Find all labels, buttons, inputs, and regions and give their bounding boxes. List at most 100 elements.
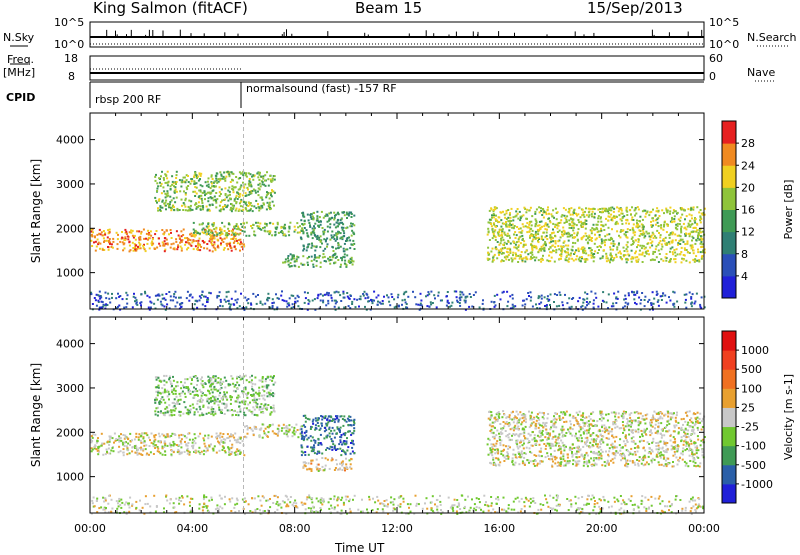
echo-cell (190, 409, 192, 411)
echo-cell (377, 304, 379, 306)
echo-cell (219, 291, 221, 293)
echo-cell (236, 191, 238, 193)
echo-cell (604, 244, 606, 246)
echo-cell (236, 240, 238, 242)
echo-cell (694, 243, 696, 245)
echo-cell (323, 469, 325, 471)
echo-cell (137, 449, 139, 451)
echo-cell (192, 191, 194, 193)
echo-cell (661, 299, 663, 301)
echo-cell (301, 227, 303, 229)
echo-cell (107, 293, 109, 295)
echo-cell (165, 175, 167, 177)
echo-cell (129, 444, 131, 446)
echo-cell (175, 297, 177, 299)
echo-cell (221, 200, 223, 202)
echo-cell (303, 245, 305, 247)
echo-cell (246, 425, 248, 427)
echo-cell (600, 246, 602, 248)
echo-cell (211, 174, 213, 176)
echo-cell (190, 205, 192, 207)
echo-cell (620, 256, 622, 258)
echo-cell (680, 231, 682, 233)
echo-cell (505, 258, 507, 260)
echo-cell (314, 223, 316, 225)
echo-cell (531, 246, 533, 248)
echo-cell (217, 390, 219, 392)
echo-cell (172, 393, 174, 395)
echo-cell (626, 250, 628, 252)
echo-cell (198, 240, 200, 242)
echo-cell (498, 244, 500, 246)
echo-cell (257, 222, 259, 224)
echo-cell (280, 295, 282, 297)
echo-cell (297, 436, 299, 438)
echo-cell (635, 239, 637, 241)
echo-cell (618, 210, 620, 212)
echo-cell (682, 239, 684, 241)
echo-cell (132, 306, 134, 308)
echo-cell (345, 453, 347, 455)
echo-cell (447, 300, 449, 302)
echo-cell (207, 390, 209, 392)
echo-cell (187, 448, 189, 450)
echo-cell (182, 385, 184, 387)
echo-cell (620, 231, 622, 233)
echo-cell (215, 185, 217, 187)
echo-cell (343, 232, 345, 234)
echo-cell (201, 451, 203, 453)
echo-cell (313, 444, 315, 446)
echo-cell (148, 454, 150, 456)
echo-cell (494, 206, 496, 208)
echo-cell (135, 244, 137, 246)
echo-cell (543, 248, 545, 250)
echo-cell (108, 444, 110, 446)
echo-cell (516, 241, 518, 243)
echo-cell (324, 256, 326, 258)
echo-cell (564, 240, 566, 242)
echo-cell (604, 235, 606, 237)
echo-cell (260, 205, 262, 207)
echo-cell (229, 436, 231, 438)
echo-cell (550, 221, 552, 223)
echo-cell (177, 244, 179, 246)
echo-cell (501, 253, 503, 255)
echo-cell (496, 257, 498, 259)
echo-cell (569, 307, 571, 309)
echo-cell (526, 209, 528, 211)
echo-cell (500, 453, 502, 455)
echo-cell (616, 216, 618, 218)
echo-cell (653, 303, 655, 305)
echo-cell (552, 223, 554, 225)
echo-cell (235, 299, 237, 301)
echo-cell (237, 399, 239, 401)
echo-cell (353, 430, 355, 432)
echo-cell (340, 441, 342, 443)
echo-cell (688, 436, 690, 438)
echo-cell (585, 228, 587, 230)
echo-cell (290, 253, 292, 255)
echo-cell (509, 212, 511, 214)
echo-cell (344, 469, 346, 471)
echo-cell (268, 205, 270, 207)
echo-cell (231, 298, 233, 300)
echo-cell (231, 234, 233, 236)
echo-cell (342, 212, 344, 214)
echo-cell (330, 438, 332, 440)
echo-cell (610, 252, 612, 254)
echo-cell (609, 261, 611, 263)
echo-cell (599, 258, 601, 260)
echo-cell (573, 237, 575, 239)
echo-cell (599, 234, 601, 236)
echo-cell (307, 446, 309, 448)
echo-cell (573, 260, 575, 262)
echo-cell (388, 296, 390, 298)
echo-cell (235, 225, 237, 227)
echo-cell (611, 412, 613, 414)
echo-cell (333, 419, 335, 421)
echo-cell (527, 292, 529, 294)
echo-cell (325, 465, 327, 467)
echo-cell (402, 299, 404, 301)
echo-cell (240, 293, 242, 295)
echo-cell (256, 399, 258, 401)
